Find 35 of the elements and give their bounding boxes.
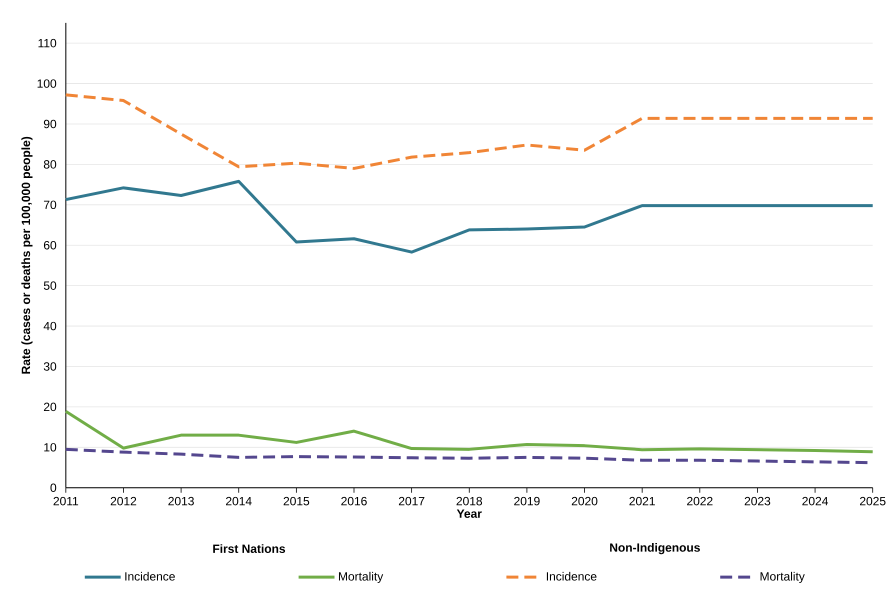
legend-label: Mortality — [338, 572, 384, 583]
y-tick-label: 80 — [44, 160, 56, 168]
x-tick-label: 2018 — [456, 496, 482, 506]
y-tick-label: 10 — [44, 442, 56, 452]
y-tick-label: 90 — [44, 120, 56, 128]
x-tick-label: 2015 — [284, 496, 310, 506]
y-tick-label: 30 — [44, 362, 56, 370]
y-tick-label: 40 — [44, 322, 56, 330]
legend-label: Mortality — [760, 572, 805, 583]
y-tick-label: 100 — [38, 79, 56, 88]
y-tick-label: 110 — [38, 38, 56, 48]
x-tick-label: 2019 — [514, 496, 540, 506]
x-tick-label: 2011 — [54, 496, 78, 506]
x-tick-label: 2025 — [860, 496, 886, 506]
y-tick-label: 50 — [44, 281, 56, 290]
legend-label: Incidence — [546, 572, 596, 580]
x-tick-label: 2023 — [744, 496, 770, 506]
x-tick-label: 2013 — [168, 496, 194, 506]
x-axis-title: Year — [456, 509, 482, 518]
text: First Nations — [213, 544, 286, 553]
y-tick-label: 70 — [44, 200, 56, 209]
x-tick-label: 2017 — [398, 496, 424, 506]
y-axis-title: Rate (cases or deaths per 100,000 people) — [21, 136, 32, 374]
text: Non-Indigenous — [610, 542, 700, 554]
x-tick-label: 2012 — [110, 496, 136, 506]
x-tick-label: 2021 — [629, 496, 655, 506]
x-tick-label: 2014 — [226, 496, 252, 506]
y-tick-label: 60 — [44, 240, 56, 250]
y-tick-label: 0 — [50, 483, 56, 492]
legend-label: Incidence — [125, 572, 175, 580]
x-tick-label: 2020 — [572, 496, 598, 506]
x-tick-label: 2016 — [341, 496, 367, 506]
y-tick-label: 20 — [44, 402, 56, 411]
x-tick-label: 2022 — [687, 496, 713, 506]
x-tick-label: 2024 — [802, 496, 828, 506]
